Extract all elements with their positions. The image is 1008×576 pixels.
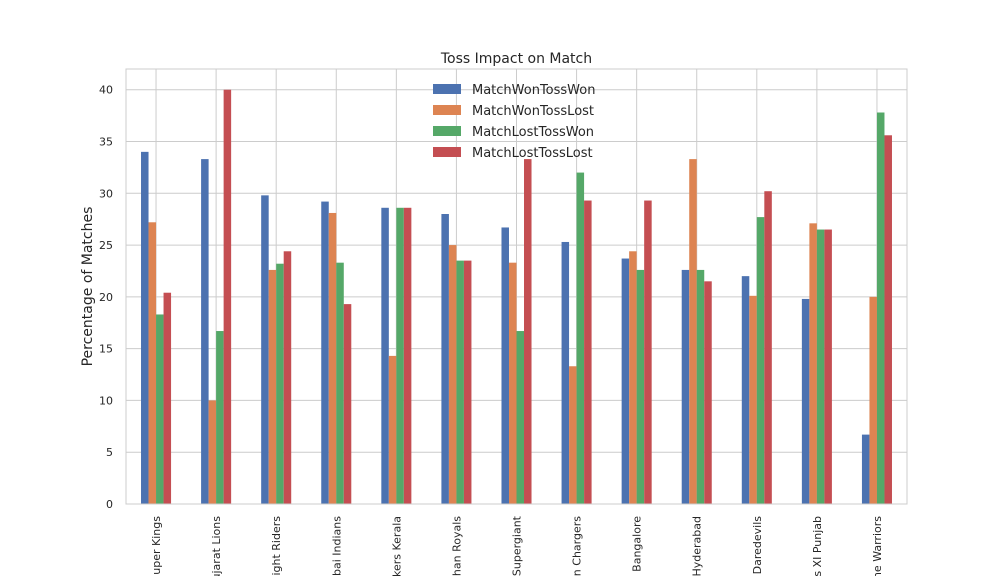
y-tick-label: 0 [106, 498, 113, 511]
y-tick-label: 10 [99, 394, 113, 407]
y-tick-label: 15 [99, 343, 113, 356]
bar-matchlosttosswon-5 [456, 260, 464, 504]
bar-matchwontosslost-12 [869, 296, 877, 504]
bar-matchwontosswon-7 [561, 241, 570, 504]
bar-matchlosttosslost-1 [223, 89, 232, 504]
bar-matchlosttosswon-7 [576, 172, 585, 505]
y-tick-labels: 0 5 10 15 20 25 30 35 40 [99, 84, 113, 511]
x-tick-label: han Royals [450, 516, 463, 576]
bar-matchlosttosslost-9 [704, 281, 712, 504]
bar-matchwontosslost-9 [689, 159, 697, 504]
chart-title: Toss Impact on Match [440, 51, 592, 67]
bar-matchwontosslost-2 [268, 269, 277, 504]
bar-matchlosttosslost-4 [403, 207, 412, 505]
legend-label: MatchLostTossLost [472, 146, 593, 161]
bar-matchwontosswon-9 [681, 269, 690, 504]
x-tick-label: Supergiant [511, 515, 524, 576]
bar-matchwontosswon-11 [801, 298, 810, 504]
bar-matchwontosswon-2 [261, 195, 269, 504]
bar-matchwontosslost-0 [148, 222, 157, 505]
bar-matchlosttosslost-6 [524, 159, 532, 504]
bar-matchlosttosswon-0 [156, 314, 164, 504]
x-tick-label: Hyderabad [691, 516, 704, 576]
y-tick-label: 40 [99, 84, 113, 97]
bar-matchlosttosslost-10 [764, 191, 772, 504]
bar-matchlosttosswon-2 [276, 263, 284, 504]
bar-matchlosttosswon-9 [696, 269, 705, 504]
x-tick-label: ne Warriors [871, 516, 884, 576]
x-tick-label: ight Riders [270, 516, 283, 576]
legend-swatch [433, 147, 461, 157]
y-axis-title: Percentage of Matches [80, 207, 96, 367]
bar-matchwontosswon-8 [621, 258, 630, 504]
legend-swatch [433, 105, 461, 115]
bar-matchwontosslost-1 [208, 400, 217, 504]
bar-matchwontosslost-3 [328, 212, 337, 504]
bar-matchlosttosswon-11 [816, 229, 825, 505]
bar-matchlosttosswon-6 [516, 331, 525, 504]
legend-label: MatchWonTossLost [472, 104, 594, 119]
bar-matchwontosslost-10 [749, 295, 757, 504]
x-tick-label: s XI Punjab [811, 516, 824, 576]
bar-matchwontosswon-10 [741, 276, 750, 504]
legend-label: MatchLostTossWon [472, 125, 594, 140]
x-tick-label: n Chargers [571, 516, 584, 576]
bar-matchwontosslost-5 [448, 245, 457, 505]
y-tick-label: 25 [99, 239, 113, 252]
legend-label: MatchWonTossWon [472, 83, 595, 98]
y-tick-label: 30 [99, 187, 113, 200]
bar-matchwontosswon-4 [381, 207, 389, 505]
bar-matchlosttosslost-12 [884, 135, 892, 505]
bar-matchwontosslost-11 [809, 223, 817, 505]
y-tick-label: 20 [99, 291, 113, 304]
y-tick-label: 5 [106, 446, 113, 459]
legend: MatchWonTossWon MatchWonTossLost MatchLost… [433, 83, 595, 161]
bar-matchlosttosswon-1 [216, 331, 224, 504]
bar-matchwontosslost-8 [629, 251, 637, 504]
x-tick-label: ujarat Lions [210, 516, 223, 576]
x-tick-label: kers Kerala [390, 516, 403, 576]
bar-matchwontosswon-1 [201, 159, 209, 504]
x-tick-labels: uper Kings ujarat Lions ight Riders bai Ind… [150, 515, 884, 576]
legend-swatch [433, 84, 461, 94]
bar-matchlosttosslost-7 [584, 200, 592, 505]
x-tick-label: uper Kings [150, 516, 163, 575]
bar-matchlosttosswon-3 [336, 262, 344, 504]
bar-matchlosttosslost-5 [463, 260, 472, 504]
bar-matchwontosswon-0 [141, 151, 149, 504]
x-tick-label: Bangalore [631, 516, 644, 572]
bar-matchlosttosswon-10 [756, 217, 765, 504]
bar-matchwontosswon-5 [441, 214, 449, 504]
x-tick-label: Daredevils [751, 516, 764, 575]
bar-matchwontosslost-7 [569, 366, 577, 504]
plot-frame [125, 68, 908, 505]
bar-matchwontosswon-3 [321, 201, 329, 505]
bar-matchlosttosslost-2 [283, 251, 292, 504]
bar-matchlosttosswon-4 [396, 207, 404, 505]
legend-swatch [433, 126, 461, 136]
bar-matchlosttosslost-8 [644, 200, 652, 505]
bar-matchwontosslost-6 [508, 262, 517, 504]
bars-layer [141, 89, 892, 505]
x-tick-label: bai Indians [330, 516, 343, 576]
bar-matchlosttosslost-11 [824, 229, 832, 505]
bar-matchlosttosswon-8 [636, 269, 645, 504]
bar-matchlosttosswon-12 [876, 112, 885, 504]
bar-matchlosttosslost-3 [343, 304, 352, 504]
bar-matchwontosswon-6 [501, 227, 509, 504]
bar-matchlosttosslost-0 [163, 292, 172, 504]
bar-matchwontosslost-4 [388, 355, 397, 504]
bar-matchwontosswon-12 [861, 434, 870, 504]
y-tick-label: 35 [99, 136, 113, 149]
